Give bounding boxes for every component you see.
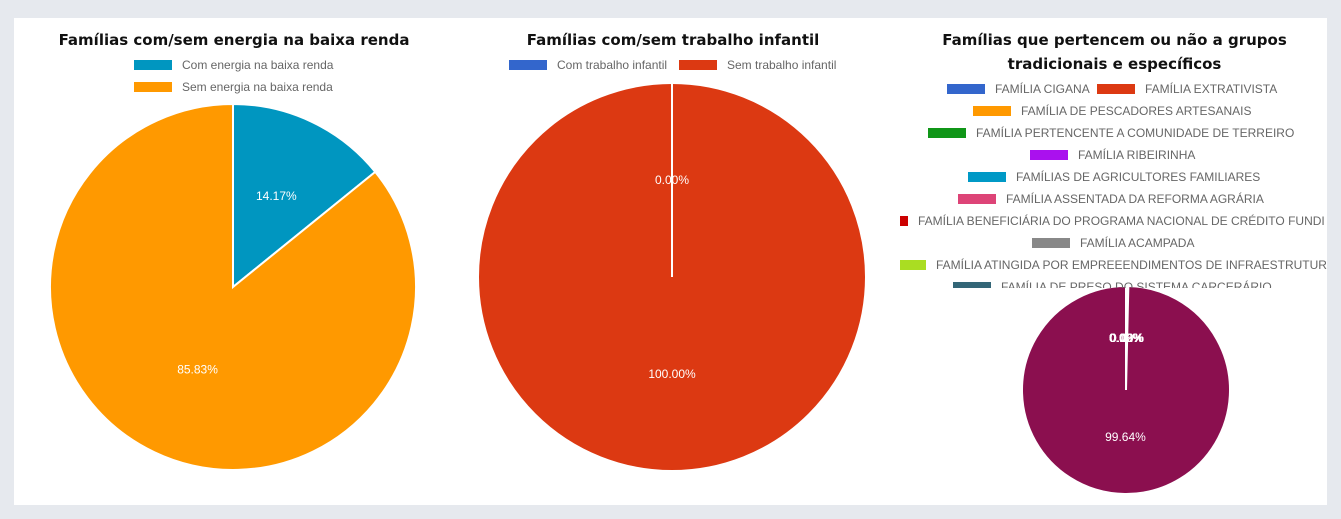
legend-label: FAMÍLIA ACAMPADA (1080, 236, 1195, 250)
legend-item[interactable]: FAMÍLIA ACAMPADA (1032, 236, 1194, 250)
pie-chart: 0.00%0.00%0.00%0.00%0.00%0.12%0.12%0.00%… (1021, 284, 1231, 495)
legend-label: FAMÍLIA PERTENCENTE A COMUNIDADE DE TERR… (976, 126, 1295, 140)
legend-item[interactable]: FAMÍLIAS DE AGRICULTORES FAMILIARES (968, 170, 1260, 184)
legend-swatch (900, 260, 926, 270)
legend-swatch (958, 194, 996, 204)
legend-item[interactable]: FAMÍLIA RIBEIRINHA (1030, 148, 1195, 162)
legend-swatch (1030, 150, 1068, 160)
legend-swatch (134, 60, 172, 70)
legend-label: Sem energia na baixa renda (182, 80, 333, 94)
legend-label: FAMÍLIA BENEFICIÁRIA DO PROGRAMA NACIONA… (918, 214, 1325, 228)
slice-label: 0.00% (1110, 331, 1144, 345)
legend-item[interactable]: FAMÍLIA EXTRATIVISTA (1097, 82, 1277, 96)
legend-label: FAMÍLIAS DE AGRICULTORES FAMILIARES (1016, 170, 1261, 184)
legend-label: FAMÍLIA ATINGIDA POR EMPREEENDIMENTOS DE… (936, 258, 1327, 272)
chart-title: Famílias que pertencem ou não a grupos t… (942, 31, 1287, 73)
legend-swatch (928, 128, 966, 138)
legend-item[interactable]: FAMÍLIA ATINGIDA POR EMPREEENDIMENTOS DE… (900, 258, 1327, 272)
legend-item[interactable]: FAMÍLIA BENEFICIÁRIA DO PROGRAMA NACIONA… (900, 214, 1325, 228)
chart-energia: Famílias com/sem energia na baixa renda … (14, 18, 454, 505)
pie-chart: 0.00% 100.00% (477, 82, 867, 472)
legend-swatch (953, 282, 991, 288)
legend-label: FAMÍLIA CIGANA (995, 82, 1090, 96)
legend-label: Com energia na baixa renda (182, 58, 334, 72)
legend-label: FAMÍLIA DE PRESO DO SISTEMA CARCERÁRIO (1001, 280, 1272, 288)
legend-swatch (973, 106, 1011, 116)
chart-trabalho-infantil: Famílias com/sem trabalho infantil Com t… (454, 18, 892, 505)
legend-swatch (1032, 238, 1070, 248)
slice-label: 100.00% (648, 367, 696, 381)
legend-swatch (947, 84, 985, 94)
legend-label: FAMÍLIA EXTRATIVISTA (1145, 82, 1278, 96)
charts-panel: Famílias com/sem energia na baixa renda … (14, 18, 1327, 505)
slice-label: 0.06% (1110, 331, 1144, 345)
chart-title: Famílias com/sem energia na baixa renda (58, 31, 410, 49)
slice-label: 0.00% (1109, 331, 1143, 345)
legend-label: FAMÍLIA DE PESCADORES ARTESANAIS (1021, 104, 1252, 118)
slice-label: 0.12% (1109, 331, 1143, 345)
legend: FAMÍLIA CIGANA FAMÍLIA EXTRATIVISTA FAMÍ… (892, 78, 1327, 288)
pie-slice[interactable] (232, 102, 377, 290)
slice-label: 0.00% (655, 173, 689, 187)
legend-item[interactable]: FAMÍLIA ASSENTADA DA REFORMA AGRÁRIA (958, 192, 1264, 206)
chart-grupos-tradicionais: Famílias que pertencem ou não a grupos t… (892, 18, 1327, 505)
legend-swatch (509, 60, 547, 70)
slice-label: 0.00% (1109, 331, 1143, 345)
pie-chart: 14.17% 85.83% (49, 102, 417, 471)
slice-label: 0.06% (1110, 331, 1144, 345)
chart-title: Famílias com/sem trabalho infantil (526, 31, 820, 49)
slice-label: 0.00% (1109, 331, 1143, 345)
legend-swatch (134, 82, 172, 92)
legend-swatch (900, 216, 908, 226)
slice-label: 14.17% (256, 189, 297, 203)
slice-label: 0.00% (1110, 331, 1144, 345)
legend-label: Sem trabalho infantil (727, 58, 837, 72)
legend-item[interactable]: FAMÍLIA DE PRESO DO SISTEMA CARCERÁRIO (953, 280, 1272, 288)
slice-label: 0.00% (1109, 331, 1143, 345)
legend-label: FAMÍLIA ASSENTADA DA REFORMA AGRÁRIA (1006, 192, 1264, 206)
slice-label: 0.00% (1109, 331, 1143, 345)
legend-item-com-energia[interactable]: Com energia na baixa renda (134, 58, 333, 72)
legend-swatch (679, 60, 717, 70)
legend-label: FAMÍLIA RIBEIRINHA (1078, 148, 1196, 162)
legend-item-sem-energia[interactable]: Sem energia na baixa renda (134, 80, 333, 94)
legend-item-sem-trabalho[interactable]: Sem trabalho infantil (679, 58, 836, 72)
legend-item[interactable]: FAMÍLIA PERTENCENTE A COMUNIDADE DE TERR… (928, 126, 1294, 140)
legend-swatch (1097, 84, 1135, 94)
slice-label: 0.12% (1110, 331, 1144, 345)
legend-item[interactable]: FAMÍLIA CIGANA (947, 82, 1090, 96)
pie-slice[interactable] (49, 102, 417, 471)
legend-item[interactable]: FAMÍLIA DE PESCADORES ARTESANAIS (973, 104, 1252, 118)
slice-label: 99.64% (1105, 430, 1146, 444)
legend-item-com-trabalho[interactable]: Com trabalho infantil (509, 58, 667, 72)
slice-label: 85.83% (177, 362, 218, 376)
legend-label: Com trabalho infantil (557, 58, 668, 72)
legend-swatch (968, 172, 1006, 182)
